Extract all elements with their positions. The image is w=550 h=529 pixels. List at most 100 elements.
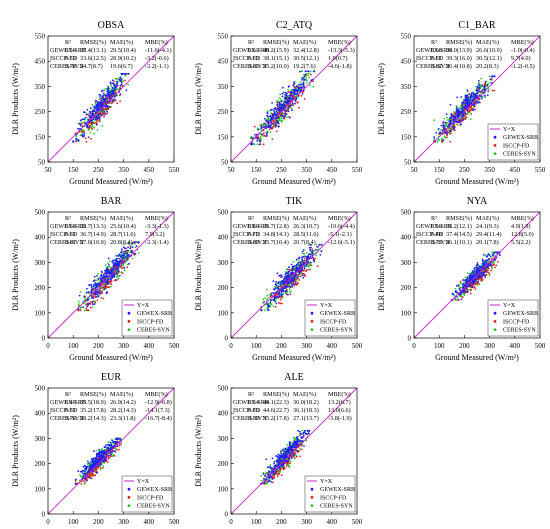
data-point <box>91 306 94 308</box>
data-point <box>131 250 134 252</box>
legend-dot-marker <box>493 328 497 331</box>
data-point <box>266 114 268 117</box>
data-point <box>287 110 290 113</box>
data-point <box>301 250 304 253</box>
data-point <box>286 102 288 105</box>
y-tick-label: 350 <box>218 83 229 91</box>
data-point <box>498 254 501 257</box>
data-point <box>303 269 306 271</box>
data-point <box>289 269 292 271</box>
data-point <box>104 87 107 90</box>
data-point <box>280 120 283 123</box>
data-point <box>89 306 92 309</box>
data-point <box>106 268 109 271</box>
data-point <box>307 74 310 77</box>
data-point <box>85 124 88 126</box>
data-point <box>109 101 111 104</box>
x-tick-label: 300 <box>118 518 129 526</box>
data-point <box>89 284 91 287</box>
y-tick-label: 550 <box>35 33 46 41</box>
stats-header: MAE(%) <box>110 215 133 222</box>
data-point <box>100 292 103 295</box>
data-point <box>453 112 456 115</box>
data-point <box>266 131 269 134</box>
data-point <box>113 455 116 457</box>
data-point <box>72 140 75 143</box>
legend-dot-marker <box>310 320 314 323</box>
panel-title: OBSA <box>98 20 125 31</box>
data-point <box>474 108 476 111</box>
data-point <box>301 79 303 81</box>
data-point <box>99 96 101 98</box>
data-point <box>309 261 312 264</box>
data-point <box>291 269 294 271</box>
data-point <box>298 259 301 262</box>
data-point <box>491 254 494 257</box>
data-point <box>283 277 285 279</box>
stats-cell-rmse: 32.7(13.3) <box>80 223 106 230</box>
data-point <box>442 139 445 142</box>
stats-cell-mbe: -5.1(-2.1) <box>328 231 352 238</box>
data-point <box>466 113 469 116</box>
data-point <box>107 441 110 443</box>
stats-header: RMSE(%) <box>80 39 106 46</box>
stats-header: RMSE(%) <box>263 215 289 222</box>
data-point <box>291 272 293 275</box>
data-point <box>83 309 86 312</box>
data-point <box>468 103 471 105</box>
y-tick-label: 450 <box>218 58 229 66</box>
stats-cell-mae: 32.4(12.8) <box>293 47 319 54</box>
data-point <box>303 259 306 262</box>
data-point <box>91 125 94 128</box>
data-point <box>95 115 98 118</box>
data-point <box>302 85 305 87</box>
data-point <box>94 287 96 290</box>
data-point <box>435 131 438 134</box>
data-point <box>285 93 288 95</box>
data-point <box>89 116 92 118</box>
data-point <box>484 96 486 99</box>
data-point <box>277 281 280 283</box>
data-point <box>283 103 286 106</box>
stats-cell-product: ISCCP-FD <box>233 55 261 62</box>
data-point <box>303 257 306 259</box>
data-point <box>478 98 481 101</box>
data-point <box>456 110 459 113</box>
data-point <box>92 113 94 116</box>
data-point <box>254 133 256 136</box>
data-point <box>280 294 283 297</box>
data-point <box>77 127 80 130</box>
data-point <box>123 243 125 246</box>
data-point <box>93 107 96 110</box>
y-tick-label: 100 <box>218 309 229 317</box>
data-point <box>294 88 296 90</box>
data-point <box>464 112 467 115</box>
data-point <box>486 84 489 86</box>
data-point <box>262 143 265 146</box>
data-point <box>306 258 308 261</box>
data-point <box>480 279 483 282</box>
x-axis-label: Ground Measured (W/m²) <box>69 177 153 186</box>
data-point <box>256 143 259 146</box>
data-point <box>288 94 291 97</box>
data-point <box>481 260 484 263</box>
data-point <box>93 474 95 477</box>
data-point <box>309 268 312 271</box>
data-point <box>84 137 87 140</box>
y-tick-label: 200 <box>35 460 46 468</box>
data-point <box>297 86 300 89</box>
data-point <box>278 103 281 106</box>
stats-cell-r2: 0.80 <box>248 223 259 230</box>
data-point <box>111 87 114 89</box>
data-point <box>93 275 96 278</box>
data-point <box>299 264 301 267</box>
data-point <box>295 273 297 276</box>
data-point <box>253 143 256 146</box>
stats-cell-r2: 0.59 <box>431 223 442 230</box>
data-point <box>266 294 269 297</box>
data-point <box>123 269 126 272</box>
data-point <box>94 300 96 303</box>
data-point <box>289 105 291 108</box>
data-point <box>103 100 106 103</box>
identity-line <box>47 35 175 163</box>
